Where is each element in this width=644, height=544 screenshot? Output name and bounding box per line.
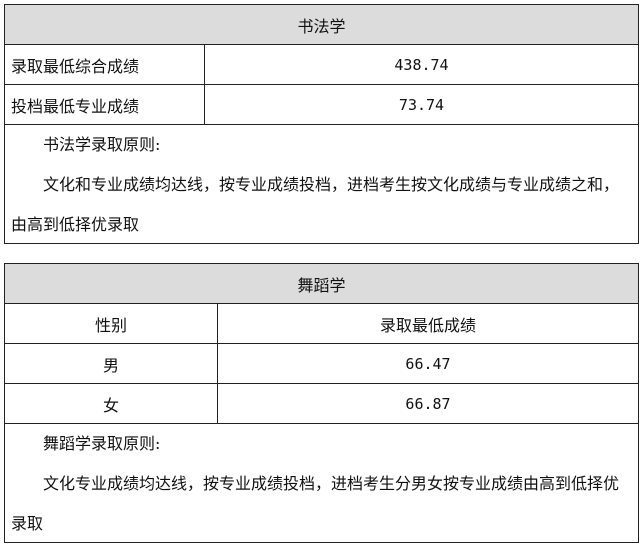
table-row: 男 66.47 [5,344,638,384]
rules-title: 书法学录取原则: [43,135,161,154]
table-title: 舞蹈学 [297,275,346,295]
rules-text: 文化专业成绩均达线，按专业成绩投档，进档考生分男女按专业成绩由高到低择优录取 [11,474,620,533]
row-value: 73.74 [398,95,445,114]
column-header-gender: 性别 [5,304,218,343]
score-cell: 66.87 [405,394,451,413]
table-header: 书法学 [5,5,638,45]
gender-cell: 男 [5,344,218,383]
calligraphy-table: 书法学 录取最低综合成绩 438.74 投档最低专业成绩 73.74 书法学录取… [4,4,639,244]
admission-rules: 舞蹈学录取原则: 文化专业成绩均达线，按专业成绩投档，进档考生分男女按专业成绩由… [5,424,638,544]
rules-title: 舞蹈学录取原则: [43,434,161,453]
row-value: 438.74 [394,55,449,74]
table-row: 录取最低综合成绩 438.74 [5,45,638,85]
gender-cell: 女 [5,384,218,423]
dance-table: 舞蹈学 性别 录取最低成绩 男 66.47 女 66.87 舞蹈学录取原则: 文… [4,263,639,543]
table-title: 书法学 [297,16,346,36]
row-label: 投档最低专业成绩 [5,85,205,124]
score-cell: 66.47 [405,354,451,373]
table-row: 投档最低专业成绩 73.74 [5,85,638,125]
column-headers: 性别 录取最低成绩 [5,304,638,344]
column-header-score: 录取最低成绩 [379,315,476,335]
admission-rules: 书法学录取原则: 文化和专业成绩均达线，按专业成绩投档，进档考生按文化成绩与专业… [5,125,638,245]
rules-text: 文化和专业成绩均达线，按专业成绩投档，进档考生按文化成绩与专业成绩之和，由高到低… [11,175,620,234]
row-label: 录取最低综合成绩 [5,45,205,84]
table-row: 女 66.87 [5,384,638,424]
table-header: 舞蹈学 [5,264,638,304]
